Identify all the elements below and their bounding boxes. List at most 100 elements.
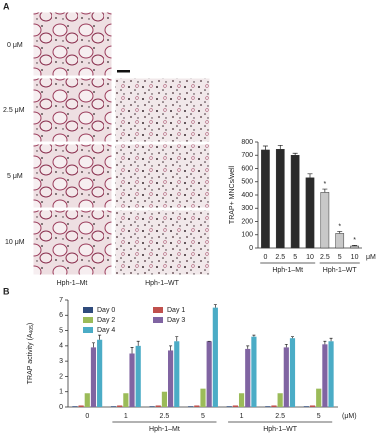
y-tick-label: 300 — [241, 205, 253, 212]
y-axis-label: TRAP activity (A405) — [27, 323, 35, 385]
bar — [283, 347, 289, 407]
bar — [188, 406, 194, 407]
y-tick-label: 0 — [59, 404, 63, 411]
row-label: 5 μM — [7, 173, 23, 180]
bar — [97, 339, 103, 407]
bar — [277, 393, 283, 407]
column-label: Hph-1–WT — [145, 280, 180, 287]
legend-label: Day 3 — [167, 317, 185, 324]
y-axis-label-text: TRAP activity (A — [27, 333, 34, 384]
micrographs — [32, 11, 211, 276]
unit-label: μM — [366, 254, 376, 261]
y-tick-label: 7 — [59, 297, 63, 304]
row-label: 10 μM — [5, 239, 25, 246]
y-axis-label-sub: 405 — [29, 325, 35, 334]
bar — [129, 353, 135, 407]
legend-label: Day 1 — [167, 307, 185, 314]
error-bar — [307, 173, 313, 178]
unit-label: (μM) — [342, 413, 357, 420]
bar — [194, 405, 200, 407]
error-bar — [91, 342, 95, 348]
bar — [328, 341, 334, 407]
legend-label: Day 0 — [97, 307, 115, 314]
panel-label: B — [3, 286, 10, 296]
error-bar — [329, 337, 333, 342]
error-bar — [292, 152, 298, 156]
y-tick-label: 5 — [59, 327, 63, 334]
bar — [135, 345, 141, 407]
bar — [303, 406, 309, 407]
legend-label: Day 2 — [97, 317, 115, 324]
significance-marker: * — [353, 237, 356, 244]
error-bar — [322, 188, 328, 193]
significance-marker: * — [323, 181, 326, 188]
y-tick-label: 600 — [241, 165, 253, 172]
bar — [212, 307, 218, 407]
group-label: Hph-1–WT — [263, 426, 298, 433]
error-bar — [262, 145, 268, 150]
bar — [309, 405, 316, 407]
legend-swatch — [83, 327, 93, 333]
y-tick-label: 4 — [59, 343, 63, 350]
bar — [72, 406, 78, 407]
error-bar — [98, 334, 102, 340]
error-bar — [337, 231, 343, 234]
x-tick-label: 5 — [317, 413, 321, 420]
bar — [200, 388, 206, 407]
y-axis-label: TRAP+ MNCs/well — [229, 165, 236, 224]
bar — [110, 406, 117, 407]
panel-label: A — [3, 1, 10, 11]
error-bar — [277, 144, 283, 150]
group-label: Hph-1–WT — [323, 267, 358, 274]
bar — [232, 405, 238, 407]
bar — [320, 192, 330, 249]
y-tick-label: 100 — [241, 232, 253, 239]
error-bar — [136, 340, 140, 346]
bar — [238, 393, 245, 407]
bar — [90, 347, 97, 407]
error-bar — [213, 304, 217, 308]
x-tick-label: 0 — [263, 254, 267, 261]
bar — [271, 405, 277, 407]
legend-swatch — [153, 317, 163, 323]
bar — [350, 245, 359, 249]
bar — [245, 348, 251, 407]
y-tick-label: 700 — [241, 152, 253, 159]
row-label: 2.5 μM — [3, 107, 25, 114]
group-label: Hph-1–Mt — [149, 426, 180, 433]
bar — [84, 393, 90, 407]
bar — [335, 233, 345, 249]
error-bar — [352, 245, 358, 247]
error-bar — [130, 347, 134, 354]
bar — [316, 388, 322, 407]
bar — [226, 406, 232, 407]
y-tick-label: 200 — [241, 218, 253, 225]
column-label: Hph-1–Mt — [57, 280, 88, 287]
bar — [289, 338, 296, 407]
x-tick-label: 10 — [306, 254, 314, 261]
bar — [251, 336, 257, 407]
bar — [117, 405, 123, 407]
y-tick-label: 400 — [241, 192, 253, 199]
x-tick-label: 2.5 — [320, 254, 330, 261]
y-tick-label: 6 — [59, 312, 63, 319]
bar — [265, 406, 271, 407]
y-tick-label: 1 — [59, 389, 63, 396]
error-bar — [284, 343, 288, 348]
row-label: 0 μM — [7, 42, 23, 49]
bar — [155, 405, 161, 407]
bar — [275, 149, 285, 249]
x-tick-label: 10 — [351, 254, 359, 261]
x-tick-label: 1 — [240, 413, 244, 420]
bar — [290, 155, 300, 249]
legend-swatch — [153, 307, 163, 313]
y-tick-label: 3 — [59, 358, 63, 365]
error-bar — [175, 336, 179, 342]
bar — [78, 405, 84, 407]
legend-label: Day 4 — [97, 327, 115, 334]
bar — [161, 391, 168, 407]
bar — [149, 406, 155, 407]
bar — [206, 341, 212, 407]
y-tick-label: 0 — [249, 245, 253, 252]
x-tick-label: 5 — [293, 254, 297, 261]
